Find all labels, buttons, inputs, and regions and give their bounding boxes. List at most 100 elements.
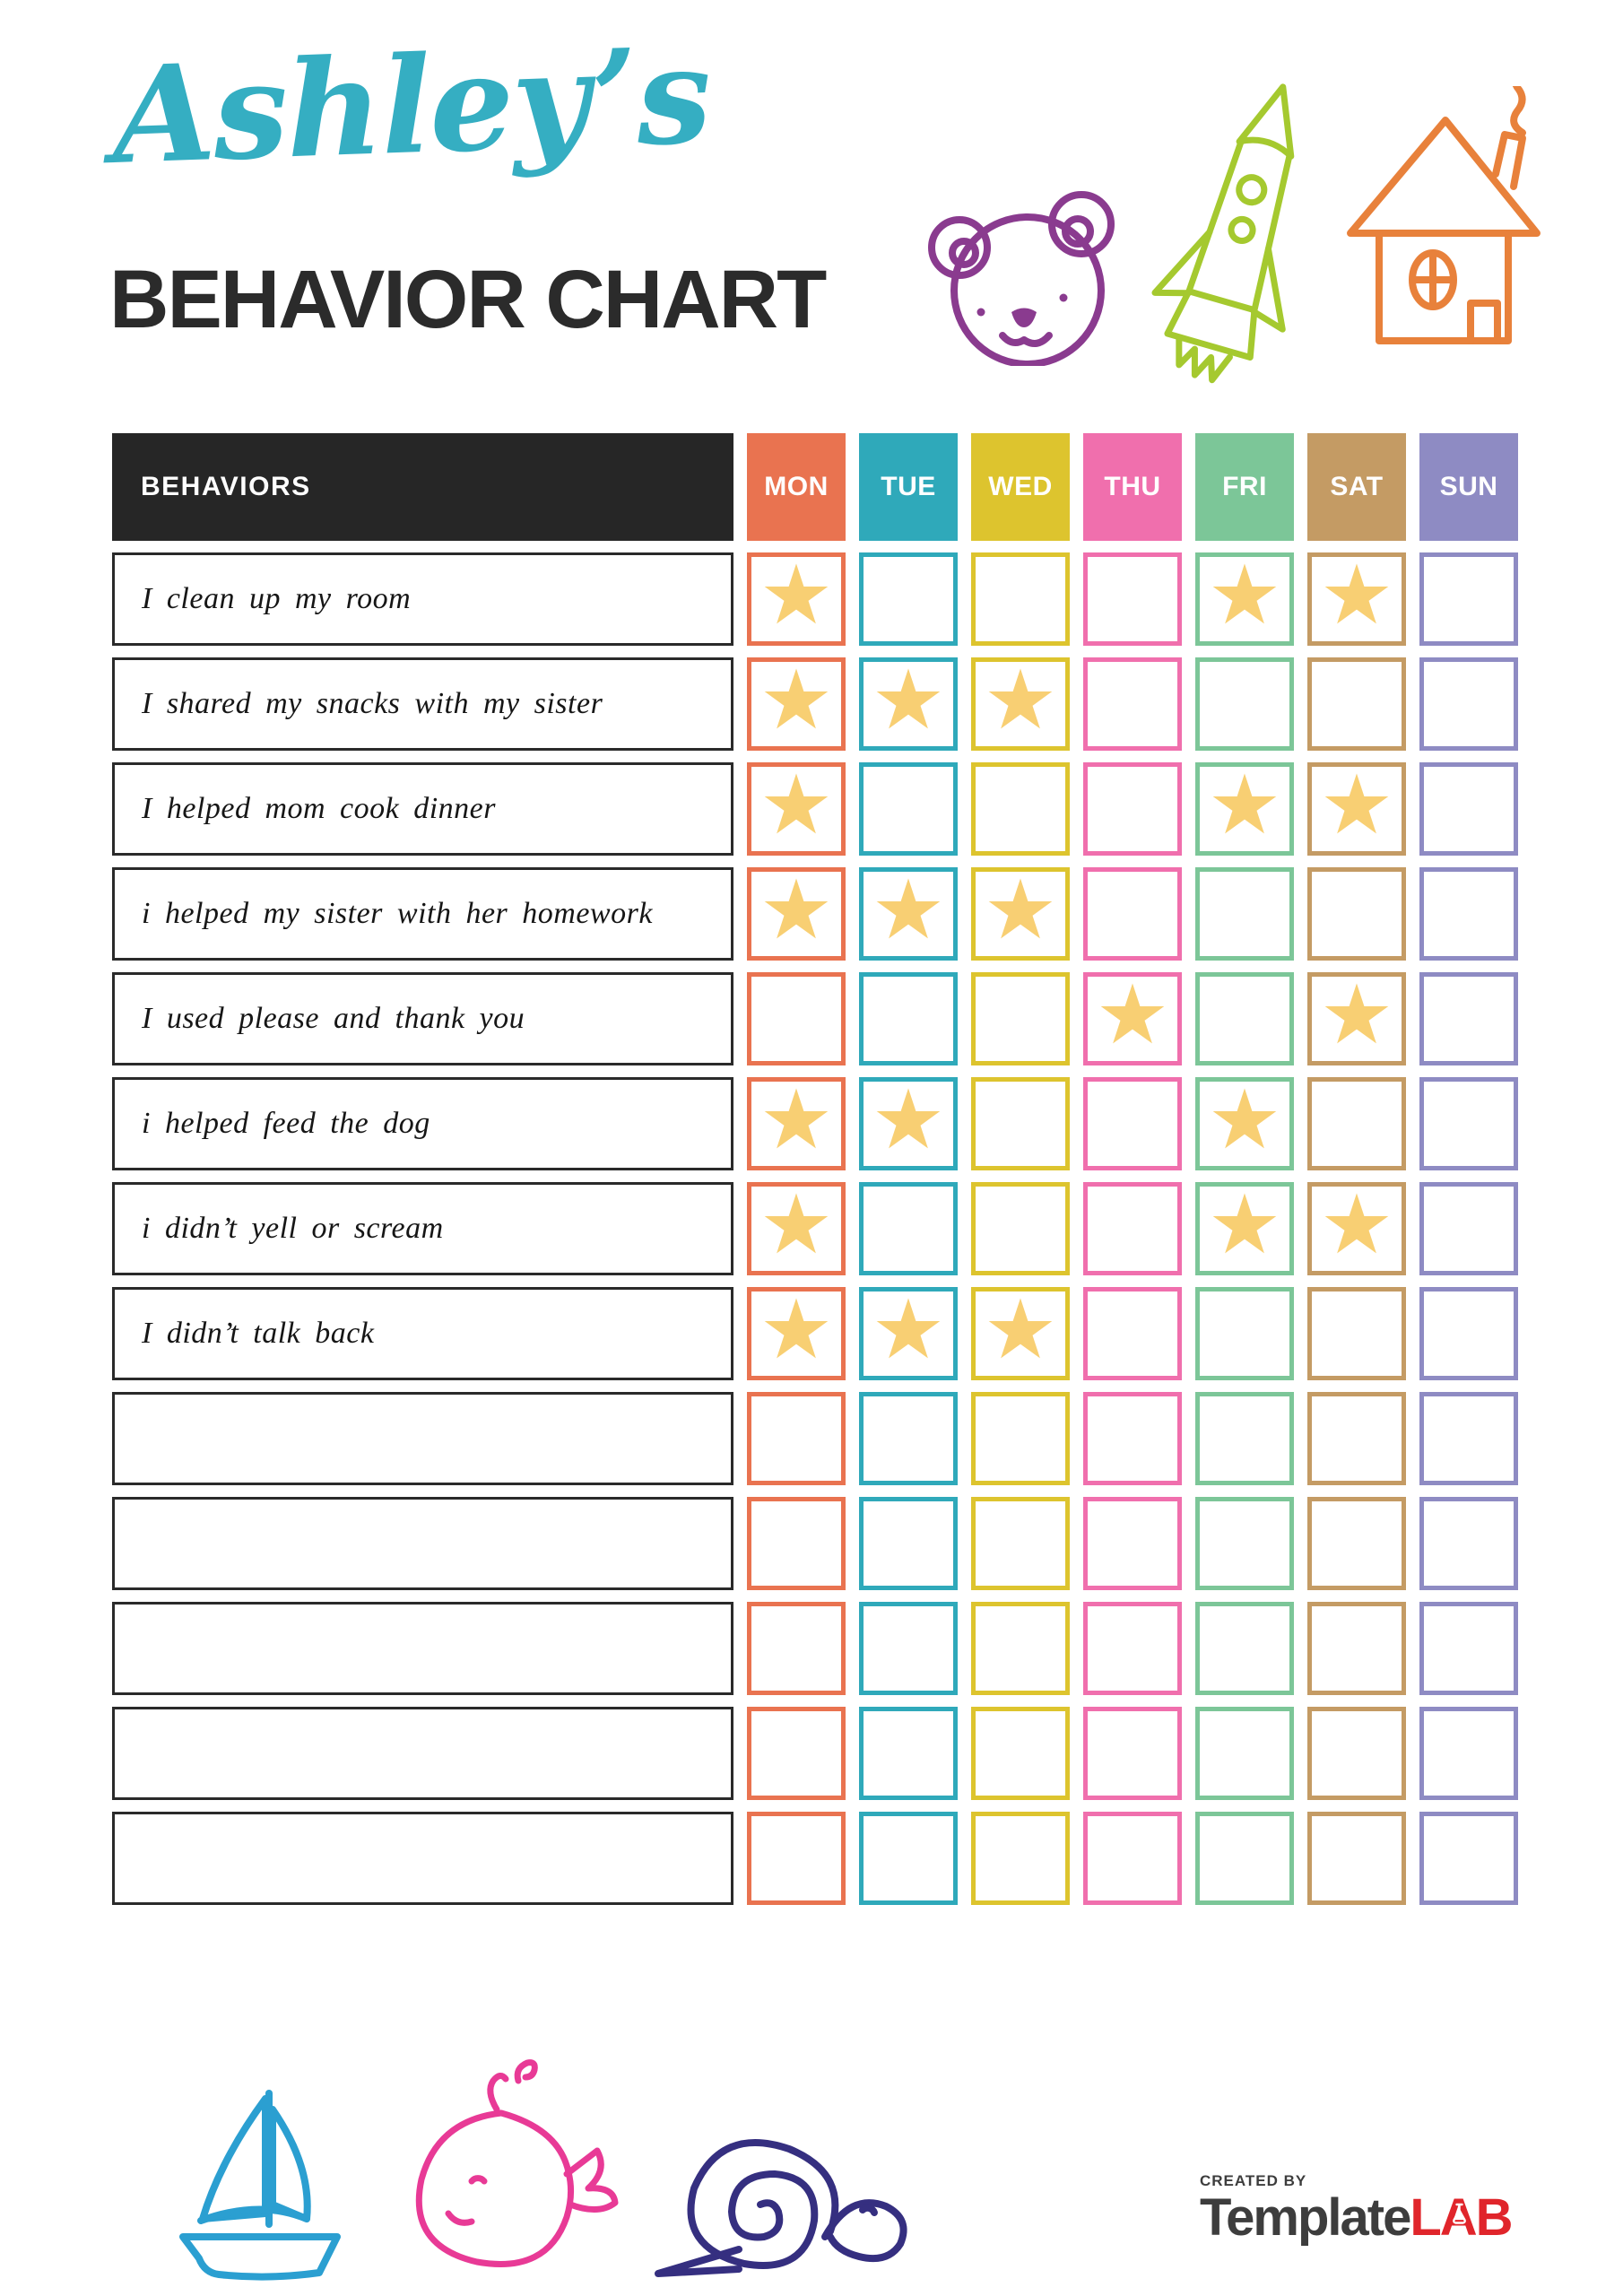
- day-cell-sat-row9[interactable]: [1307, 1392, 1406, 1485]
- behavior-label-cell[interactable]: i helped feed the dog: [112, 1077, 733, 1170]
- day-cell-tue-row3[interactable]: [859, 762, 958, 856]
- day-cell-tue-row5[interactable]: [859, 972, 958, 1065]
- day-cell-fri-row6[interactable]: ★: [1195, 1077, 1294, 1170]
- day-cell-fri-row11[interactable]: [1195, 1602, 1294, 1695]
- day-cell-thu-row8[interactable]: [1083, 1287, 1182, 1380]
- day-cell-mon-row13[interactable]: [747, 1812, 846, 1905]
- day-cell-fri-row10[interactable]: [1195, 1497, 1294, 1590]
- day-cell-thu-row13[interactable]: [1083, 1812, 1182, 1905]
- day-cell-tue-row7[interactable]: [859, 1182, 958, 1275]
- day-cell-mon-row6[interactable]: ★: [747, 1077, 846, 1170]
- day-cell-sun-row4[interactable]: [1419, 867, 1518, 961]
- day-cell-thu-row3[interactable]: [1083, 762, 1182, 856]
- day-cell-sun-row1[interactable]: [1419, 552, 1518, 646]
- day-cell-thu-row1[interactable]: [1083, 552, 1182, 646]
- day-cell-sat-row10[interactable]: [1307, 1497, 1406, 1590]
- day-cell-mon-row8[interactable]: ★: [747, 1287, 846, 1380]
- day-cell-mon-row4[interactable]: ★: [747, 867, 846, 961]
- day-cell-tue-row11[interactable]: [859, 1602, 958, 1695]
- behavior-label-cell[interactable]: I used please and thank you: [112, 972, 733, 1065]
- behavior-label-cell[interactable]: [112, 1497, 733, 1590]
- day-cell-sun-row12[interactable]: [1419, 1707, 1518, 1800]
- behavior-label-cell[interactable]: i didn’t yell or scream: [112, 1182, 733, 1275]
- behavior-label-cell[interactable]: I clean up my room: [112, 552, 733, 646]
- day-cell-fri-row4[interactable]: [1195, 867, 1294, 961]
- day-cell-thu-row10[interactable]: [1083, 1497, 1182, 1590]
- day-cell-mon-row12[interactable]: [747, 1707, 846, 1800]
- day-cell-sun-row6[interactable]: [1419, 1077, 1518, 1170]
- day-cell-wed-row4[interactable]: ★: [971, 867, 1070, 961]
- day-cell-thu-row7[interactable]: [1083, 1182, 1182, 1275]
- behavior-label-cell[interactable]: i helped my sister with her homework: [112, 867, 733, 961]
- day-cell-sat-row5[interactable]: ★: [1307, 972, 1406, 1065]
- day-cell-tue-row13[interactable]: [859, 1812, 958, 1905]
- day-cell-sat-row8[interactable]: [1307, 1287, 1406, 1380]
- day-cell-sat-row12[interactable]: [1307, 1707, 1406, 1800]
- day-cell-mon-row11[interactable]: [747, 1602, 846, 1695]
- day-cell-mon-row10[interactable]: [747, 1497, 846, 1590]
- day-cell-tue-row8[interactable]: ★: [859, 1287, 958, 1380]
- day-cell-sat-row4[interactable]: [1307, 867, 1406, 961]
- day-cell-sat-row1[interactable]: ★: [1307, 552, 1406, 646]
- day-cell-thu-row2[interactable]: [1083, 657, 1182, 751]
- day-cell-fri-row13[interactable]: [1195, 1812, 1294, 1905]
- day-cell-fri-row1[interactable]: ★: [1195, 552, 1294, 646]
- day-cell-fri-row5[interactable]: [1195, 972, 1294, 1065]
- day-cell-tue-row12[interactable]: [859, 1707, 958, 1800]
- behavior-label-cell[interactable]: [112, 1707, 733, 1800]
- day-cell-tue-row10[interactable]: [859, 1497, 958, 1590]
- day-cell-sun-row5[interactable]: [1419, 972, 1518, 1065]
- day-cell-wed-row11[interactable]: [971, 1602, 1070, 1695]
- day-cell-mon-row1[interactable]: ★: [747, 552, 846, 646]
- day-cell-fri-row7[interactable]: ★: [1195, 1182, 1294, 1275]
- day-cell-sun-row3[interactable]: [1419, 762, 1518, 856]
- day-cell-tue-row6[interactable]: ★: [859, 1077, 958, 1170]
- day-cell-wed-row13[interactable]: [971, 1812, 1070, 1905]
- day-cell-wed-row9[interactable]: [971, 1392, 1070, 1485]
- day-cell-wed-row3[interactable]: [971, 762, 1070, 856]
- day-cell-wed-row2[interactable]: ★: [971, 657, 1070, 751]
- behavior-label-cell[interactable]: I didn’t talk back: [112, 1287, 733, 1380]
- day-cell-sat-row13[interactable]: [1307, 1812, 1406, 1905]
- day-cell-sat-row11[interactable]: [1307, 1602, 1406, 1695]
- day-cell-sun-row8[interactable]: [1419, 1287, 1518, 1380]
- day-cell-tue-row4[interactable]: ★: [859, 867, 958, 961]
- day-cell-sat-row2[interactable]: [1307, 657, 1406, 751]
- day-cell-sun-row13[interactable]: [1419, 1812, 1518, 1905]
- day-cell-mon-row3[interactable]: ★: [747, 762, 846, 856]
- day-cell-fri-row2[interactable]: [1195, 657, 1294, 751]
- day-cell-fri-row12[interactable]: [1195, 1707, 1294, 1800]
- day-cell-tue-row9[interactable]: [859, 1392, 958, 1485]
- day-cell-fri-row8[interactable]: [1195, 1287, 1294, 1380]
- day-cell-sat-row7[interactable]: ★: [1307, 1182, 1406, 1275]
- day-cell-thu-row5[interactable]: ★: [1083, 972, 1182, 1065]
- day-cell-sat-row6[interactable]: [1307, 1077, 1406, 1170]
- day-cell-sun-row7[interactable]: [1419, 1182, 1518, 1275]
- day-cell-wed-row10[interactable]: [971, 1497, 1070, 1590]
- day-cell-wed-row1[interactable]: [971, 552, 1070, 646]
- day-cell-tue-row2[interactable]: ★: [859, 657, 958, 751]
- day-cell-sun-row9[interactable]: [1419, 1392, 1518, 1485]
- day-cell-fri-row9[interactable]: [1195, 1392, 1294, 1485]
- behavior-label-cell[interactable]: [112, 1602, 733, 1695]
- day-cell-thu-row6[interactable]: [1083, 1077, 1182, 1170]
- day-cell-thu-row11[interactable]: [1083, 1602, 1182, 1695]
- day-cell-sat-row3[interactable]: ★: [1307, 762, 1406, 856]
- behavior-label-cell[interactable]: I shared my snacks with my sister: [112, 657, 733, 751]
- day-cell-wed-row5[interactable]: [971, 972, 1070, 1065]
- day-cell-thu-row12[interactable]: [1083, 1707, 1182, 1800]
- day-cell-wed-row12[interactable]: [971, 1707, 1070, 1800]
- day-cell-mon-row7[interactable]: ★: [747, 1182, 846, 1275]
- day-cell-wed-row6[interactable]: [971, 1077, 1070, 1170]
- day-cell-mon-row5[interactable]: [747, 972, 846, 1065]
- day-cell-wed-row7[interactable]: [971, 1182, 1070, 1275]
- day-cell-thu-row4[interactable]: [1083, 867, 1182, 961]
- behavior-label-cell[interactable]: I helped mom cook dinner: [112, 762, 733, 856]
- day-cell-wed-row8[interactable]: ★: [971, 1287, 1070, 1380]
- day-cell-mon-row2[interactable]: ★: [747, 657, 846, 751]
- day-cell-sun-row11[interactable]: [1419, 1602, 1518, 1695]
- day-cell-sun-row2[interactable]: [1419, 657, 1518, 751]
- day-cell-fri-row3[interactable]: ★: [1195, 762, 1294, 856]
- behavior-label-cell[interactable]: [112, 1812, 733, 1905]
- behavior-label-cell[interactable]: [112, 1392, 733, 1485]
